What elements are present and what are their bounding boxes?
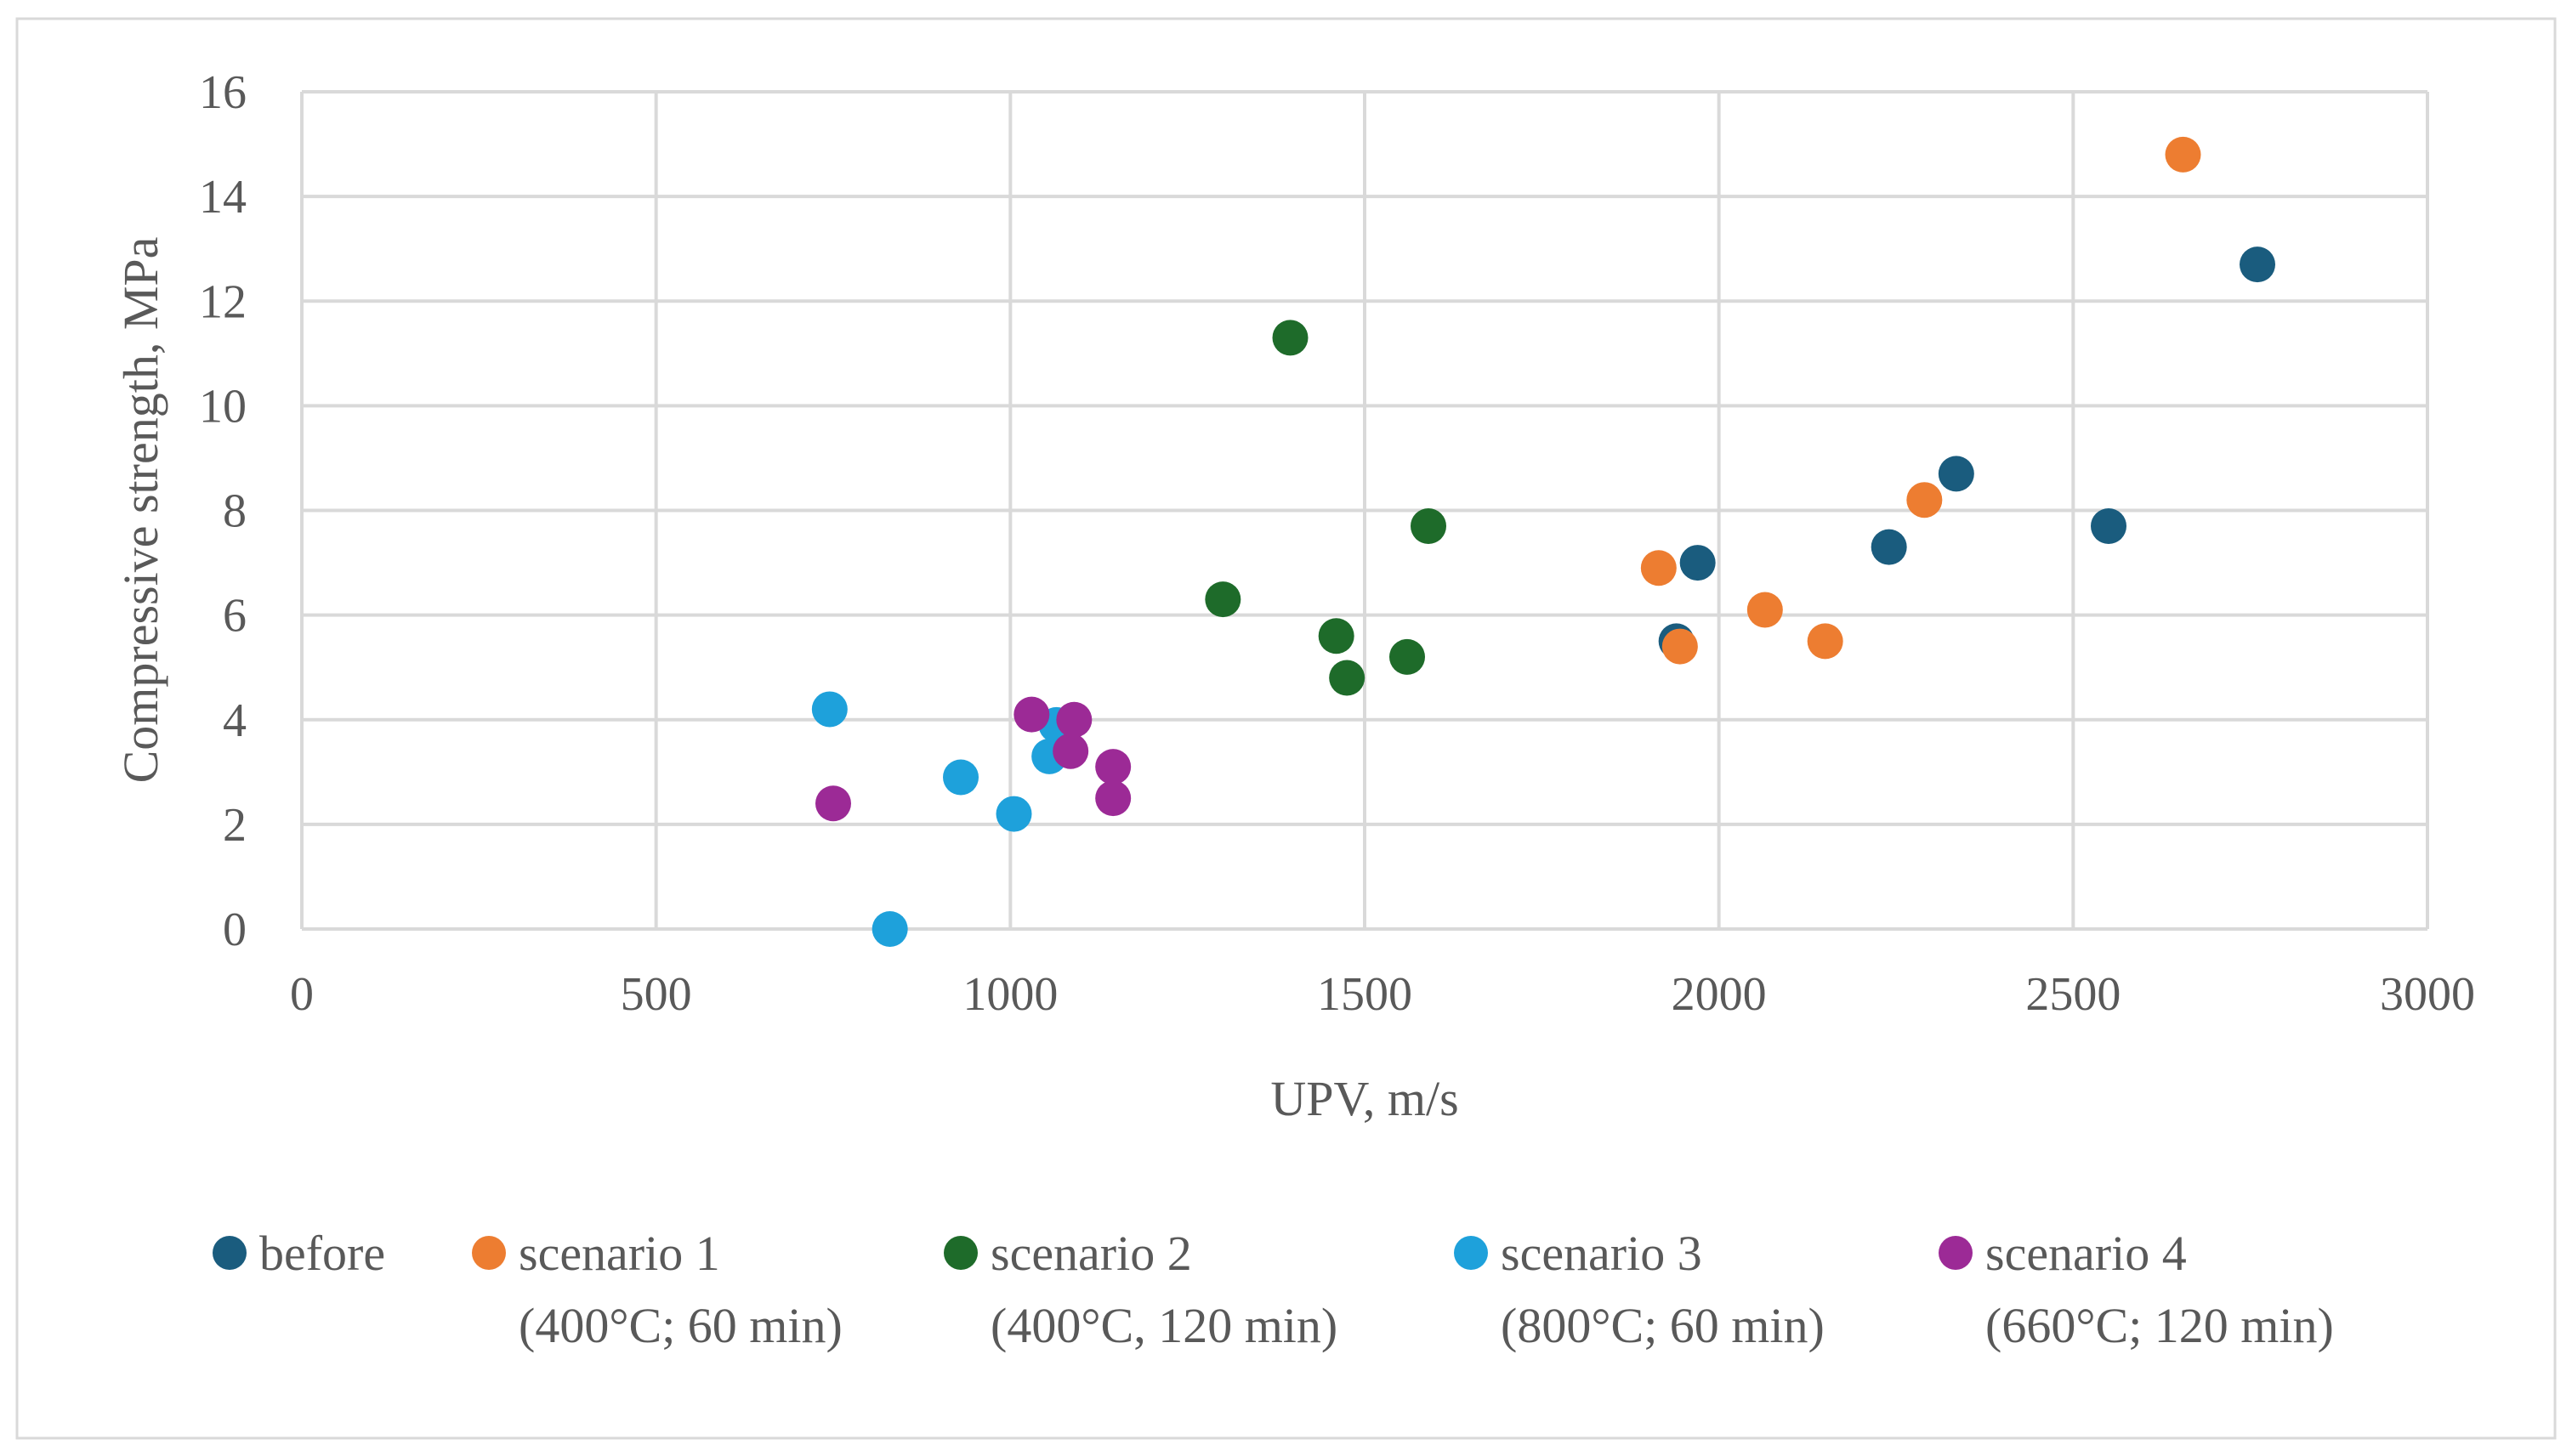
legend-entry-2: scenario 2 (400°C, 120 min) [944,1226,1337,1353]
data-point [2091,507,2126,544]
x-tick-label: 500 [621,968,692,1021]
data-point [1318,618,1354,654]
data-point [1272,320,1309,356]
y-tick-label: 14 [199,171,247,224]
legend-entry-3: scenario 3 (800°C; 60 min) [1454,1226,1825,1353]
data-point [1640,550,1677,586]
y-tick-label: 16 [199,66,247,119]
legend-label-detail: (400°C; 60 min) [519,1298,843,1353]
data-point [943,759,979,796]
data-point [811,691,848,728]
y-tick-label: 0 [223,904,247,956]
data-point [1095,749,1132,785]
legend-label: scenario 1 [519,1226,720,1281]
data-point [1938,456,1974,492]
legend-entry-1: scenario 1 (400°C; 60 min) [472,1226,843,1353]
legend-label-detail: (800°C; 60 min) [1501,1298,1825,1353]
series-0 [1658,246,2275,660]
legend-label-detail: (660°C; 120 min) [1985,1298,2334,1353]
data-point [1807,623,1843,660]
data-point [1389,638,1425,675]
data-point [1661,628,1698,665]
legend-label: scenario 3 [1501,1226,1702,1281]
data-point [1871,529,1907,565]
data-point [1053,733,1089,769]
legend-label-detail: (400°C, 120 min) [991,1298,1337,1353]
data-points [811,136,2275,947]
data-point [2165,136,2201,173]
series-1 [1640,136,2201,665]
x-tick-label: 2000 [1672,968,1767,1021]
chart-border [15,17,2557,1440]
series-4 [815,696,1132,822]
data-point [1095,780,1132,817]
data-point [1205,581,1241,618]
legend-entry-0: before [213,1226,385,1281]
data-point [1411,507,1446,544]
y-tick-label: 6 [223,590,247,643]
data-point [1679,545,1716,581]
y-tick-label: 12 [199,275,247,328]
data-point [1056,701,1093,738]
data-point [872,911,908,947]
legend-marker [1454,1236,1488,1270]
legend: before scenario 1(400°C; 60 min)scenario … [213,1226,2334,1353]
x-tick-label: 0 [290,968,314,1021]
y-tick-label: 8 [223,485,247,538]
legend-label: before [259,1226,385,1281]
x-tick-label: 1500 [1317,968,1412,1021]
data-point [1746,592,1783,628]
x-tick-label: 3000 [2380,968,2475,1021]
y-tick-label: 4 [223,694,247,747]
axes: 0 500 1000 1500 2000 2500 3000 0 2 4 6 8 10 12 14 16 [199,66,2475,1021]
y-axis-title: Compressive strength, MPa [113,237,168,784]
y-tick-label: 10 [199,380,247,433]
x-axis-title: UPV, m/s [1270,1071,1458,1126]
data-point [2240,246,2275,283]
grid [300,90,2429,929]
data-point [996,796,1032,832]
legend-marker [213,1236,247,1270]
series-2 [1205,320,1446,696]
x-tick-label: 2500 [2025,968,2121,1021]
legend-label: scenario 4 [1985,1226,2187,1281]
data-point [1329,660,1365,696]
legend-marker [1939,1236,1973,1270]
data-point [1906,482,1943,518]
data-point [1013,696,1050,733]
legend-entry-4: scenario 4 (660°C; 120 min) [1939,1226,2334,1353]
legend-marker [944,1236,978,1270]
data-point [815,785,851,822]
x-tick-label: 1000 [962,968,1058,1021]
y-tick-label: 2 [223,799,247,852]
legend-label: scenario 2 [991,1226,1192,1281]
legend-marker [472,1236,506,1270]
